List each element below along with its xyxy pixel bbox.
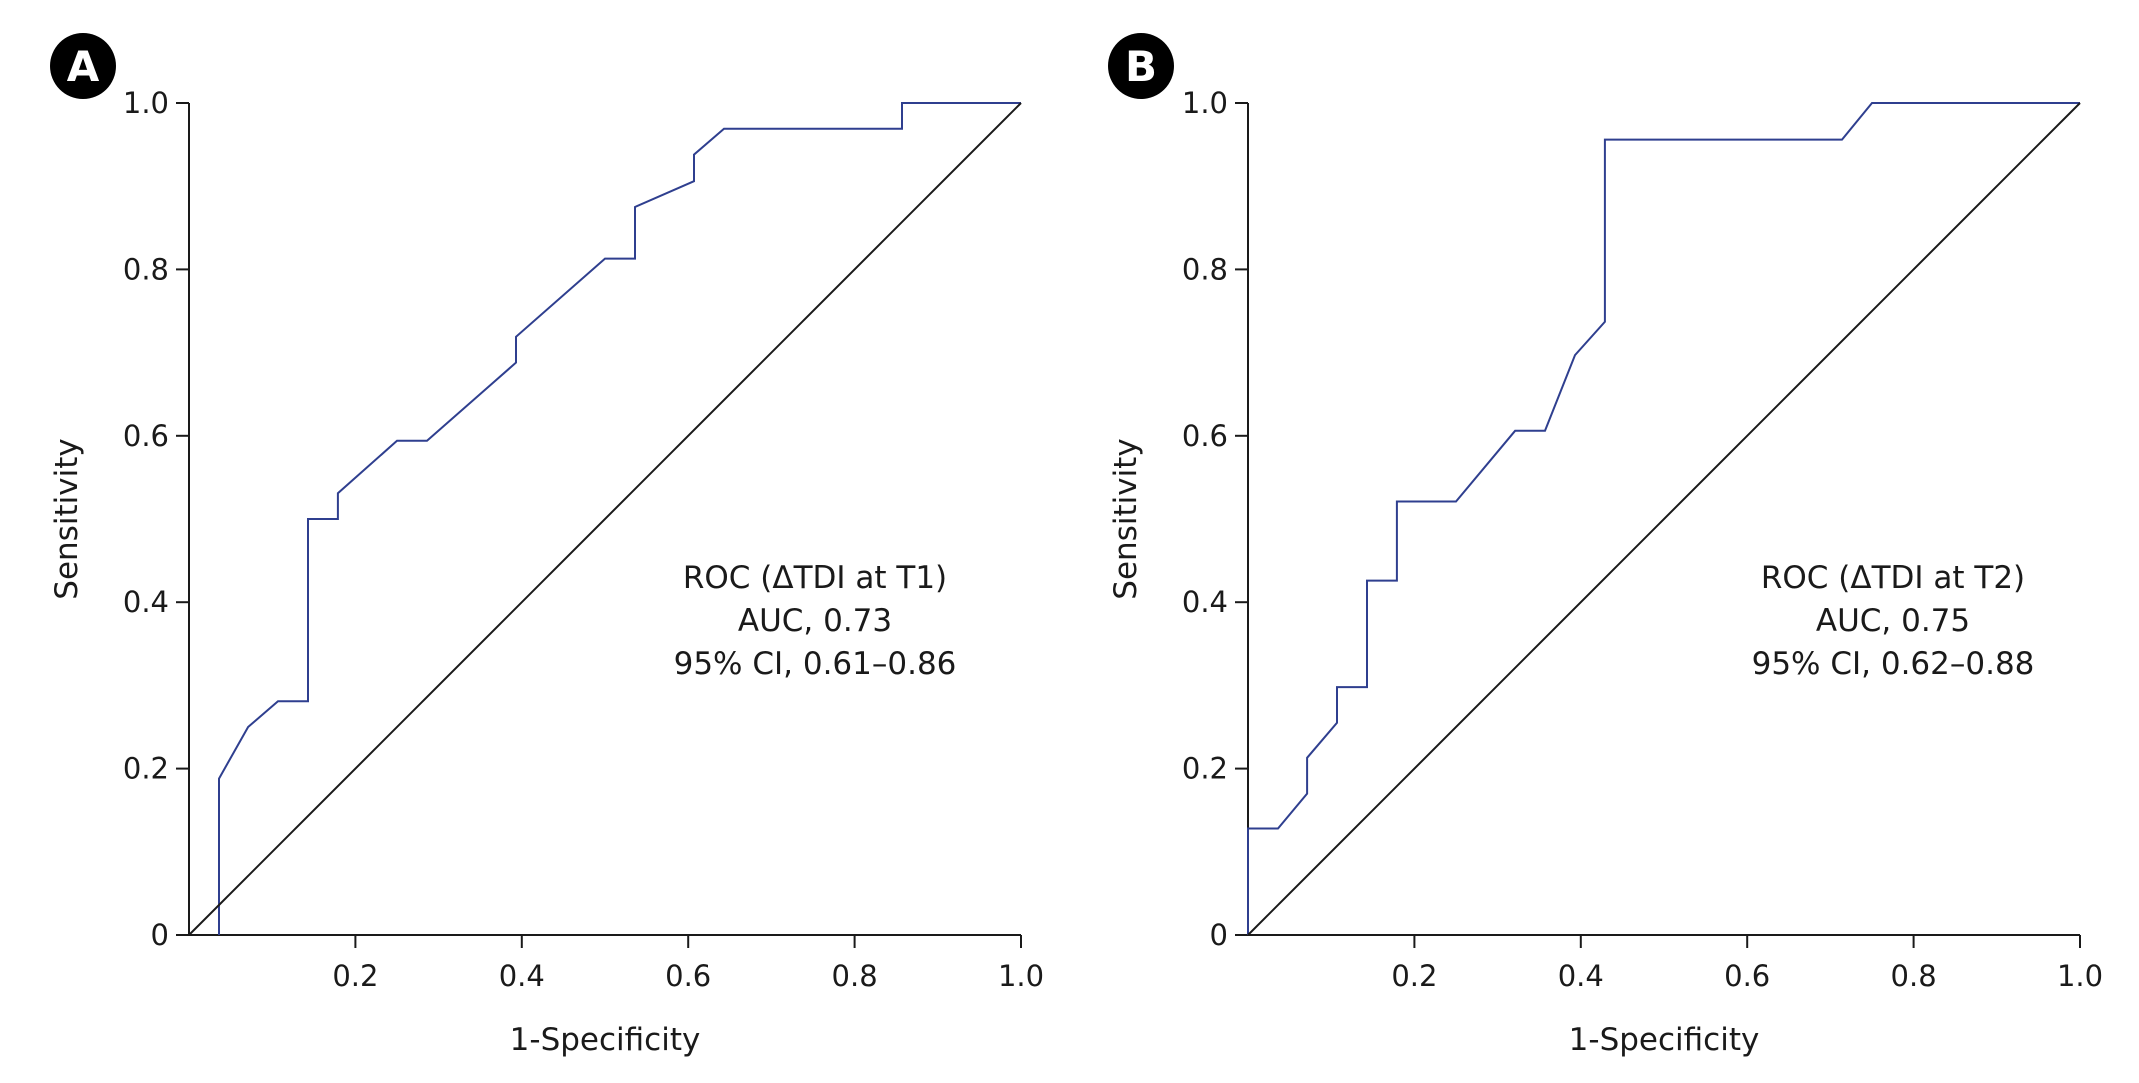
x-tick-label: 0.6 <box>665 959 711 993</box>
y-tick-label: 0 <box>151 918 169 952</box>
y-tick-label: 0.2 <box>1182 752 1228 786</box>
x-tick-label: 0.4 <box>499 959 545 993</box>
y-axis-title: Sensitivity <box>49 438 85 599</box>
x-tick-label: 0.8 <box>832 959 878 993</box>
annotation-line-3: 95% CI, 0.62–0.88 <box>1752 646 2035 682</box>
annotation-line-2: AUC, 0.73 <box>738 603 892 639</box>
y-tick-label: 0.6 <box>123 419 169 453</box>
y-tick-label: 0.8 <box>123 252 169 286</box>
y-tick-label: 0.4 <box>1182 585 1228 619</box>
panel-badge <box>1108 33 1174 99</box>
x-axis-title: 1-Specificity <box>1569 1022 1760 1058</box>
annotation-line-3: 95% CI, 0.61–0.86 <box>674 646 957 682</box>
panel-label: A <box>67 42 100 91</box>
annotation-line-1: ROC (ΔTDI at T1) <box>683 560 947 596</box>
x-tick-label: 1.0 <box>2057 959 2103 993</box>
roc-curve <box>218 102 1021 935</box>
roc-curve <box>1247 102 2080 935</box>
annotation-line-1: ROC (ΔTDI at T2) <box>1761 560 2025 596</box>
panel-label: B <box>1125 42 1157 91</box>
chart-panel-b: B 0 0.2 0.4 0.6 0.8 1.0 0.2 0.4 0.6 0.8 1.0 1-Specif… <box>1108 33 2103 1058</box>
x-tick-label: 1.0 <box>998 959 1044 993</box>
x-tick-label: 0.8 <box>1891 959 1937 993</box>
reference-line <box>1247 102 2081 936</box>
chart-panel-a: A 0 0.2 0.4 0.6 0.8 1.0 0.2 0.4 0.6 0.8 1.0 1-Specif… <box>49 33 1044 1058</box>
x-tick-label: 0.4 <box>1558 959 1604 993</box>
y-tick-label: 0.8 <box>1182 252 1228 286</box>
y-tick-label: 1.0 <box>1182 86 1228 120</box>
y-tick-label: 0.2 <box>123 752 169 786</box>
y-tick-label: 0.6 <box>1182 419 1228 453</box>
annotation-line-2: AUC, 0.75 <box>1816 603 1970 639</box>
panel-badge <box>50 33 116 99</box>
x-tick-label: 0.6 <box>1724 959 1770 993</box>
y-axis-title: Sensitivity <box>1108 438 1144 599</box>
reference-line <box>188 102 1022 936</box>
y-tick-label: 0.4 <box>123 585 169 619</box>
x-tick-label: 0.2 <box>1391 959 1437 993</box>
x-tick-label: 0.2 <box>332 959 378 993</box>
y-tick-label: 0 <box>1210 918 1228 952</box>
y-tick-label: 1.0 <box>123 86 169 120</box>
x-axis-title: 1-Specificity <box>510 1022 701 1058</box>
